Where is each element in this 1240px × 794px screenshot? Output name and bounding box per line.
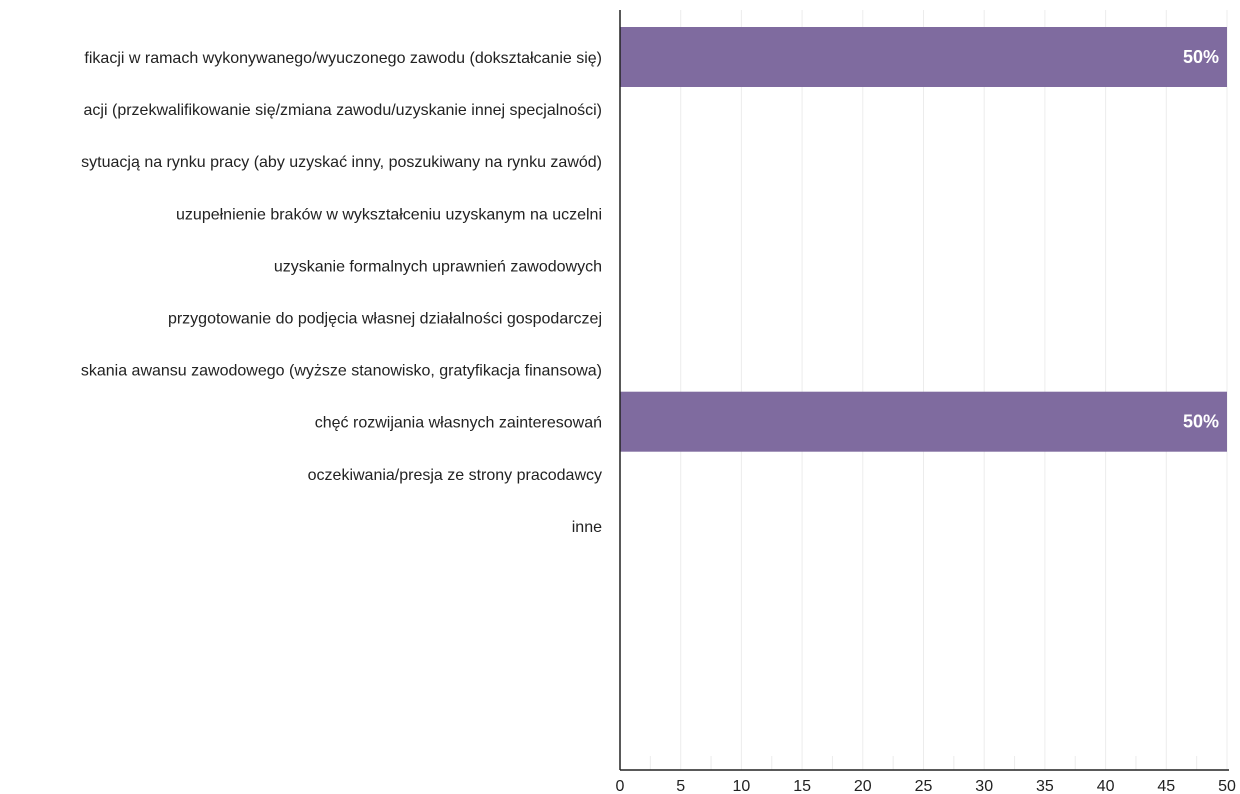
gridlines	[649, 10, 1228, 770]
x-tick-label: 30	[975, 778, 993, 794]
category-label: chęć rozwijania własnych zainteresowań	[315, 415, 602, 432]
category-label: uzupełnienie braków w wykształceniu uzys…	[176, 206, 602, 223]
category-label: skania awansu zawodowego (wyższe stanowi…	[81, 363, 602, 380]
category-label: uzyskanie formalnych uprawnień zawodowyc…	[274, 258, 602, 275]
bars: 50% 50%	[620, 27, 1227, 452]
category-labels: fikacji w ramach wykonywanego/wyuczonego…	[81, 50, 602, 536]
x-tick-label: 25	[915, 778, 933, 794]
x-tick-label: 40	[1097, 778, 1115, 794]
bar-value-label: 50%	[1183, 47, 1219, 67]
x-tick-label: 45	[1157, 778, 1175, 794]
axes	[619, 10, 1229, 771]
x-tick-label: 50	[1218, 778, 1236, 794]
x-tick-labels: 0 5 10 15 20 25 30 35 40 45 50	[616, 778, 1236, 794]
x-tick-label: 15	[793, 778, 811, 794]
category-label: oczekiwania/presja ze strony pracodawcy	[308, 467, 602, 484]
bar	[620, 27, 1227, 87]
category-label: acji (przekwalifikowanie się/zmiana zawo…	[84, 102, 602, 119]
bar	[620, 391, 1227, 452]
category-label: przygotowanie do podjęcia własnej działa…	[168, 311, 602, 328]
x-tick-label: 10	[733, 778, 751, 794]
category-label: inne	[572, 519, 602, 536]
x-tick-label: 0	[616, 778, 625, 794]
category-label: sytuacją na rynku pracy (aby uzyskać inn…	[81, 154, 602, 171]
x-tick-label: 35	[1036, 778, 1054, 794]
category-label: fikacji w ramach wykonywanego/wyuczonego…	[84, 50, 602, 67]
x-tick-label: 20	[854, 778, 872, 794]
x-tick-label: 5	[676, 778, 685, 794]
bar-value-label: 50%	[1183, 412, 1219, 432]
